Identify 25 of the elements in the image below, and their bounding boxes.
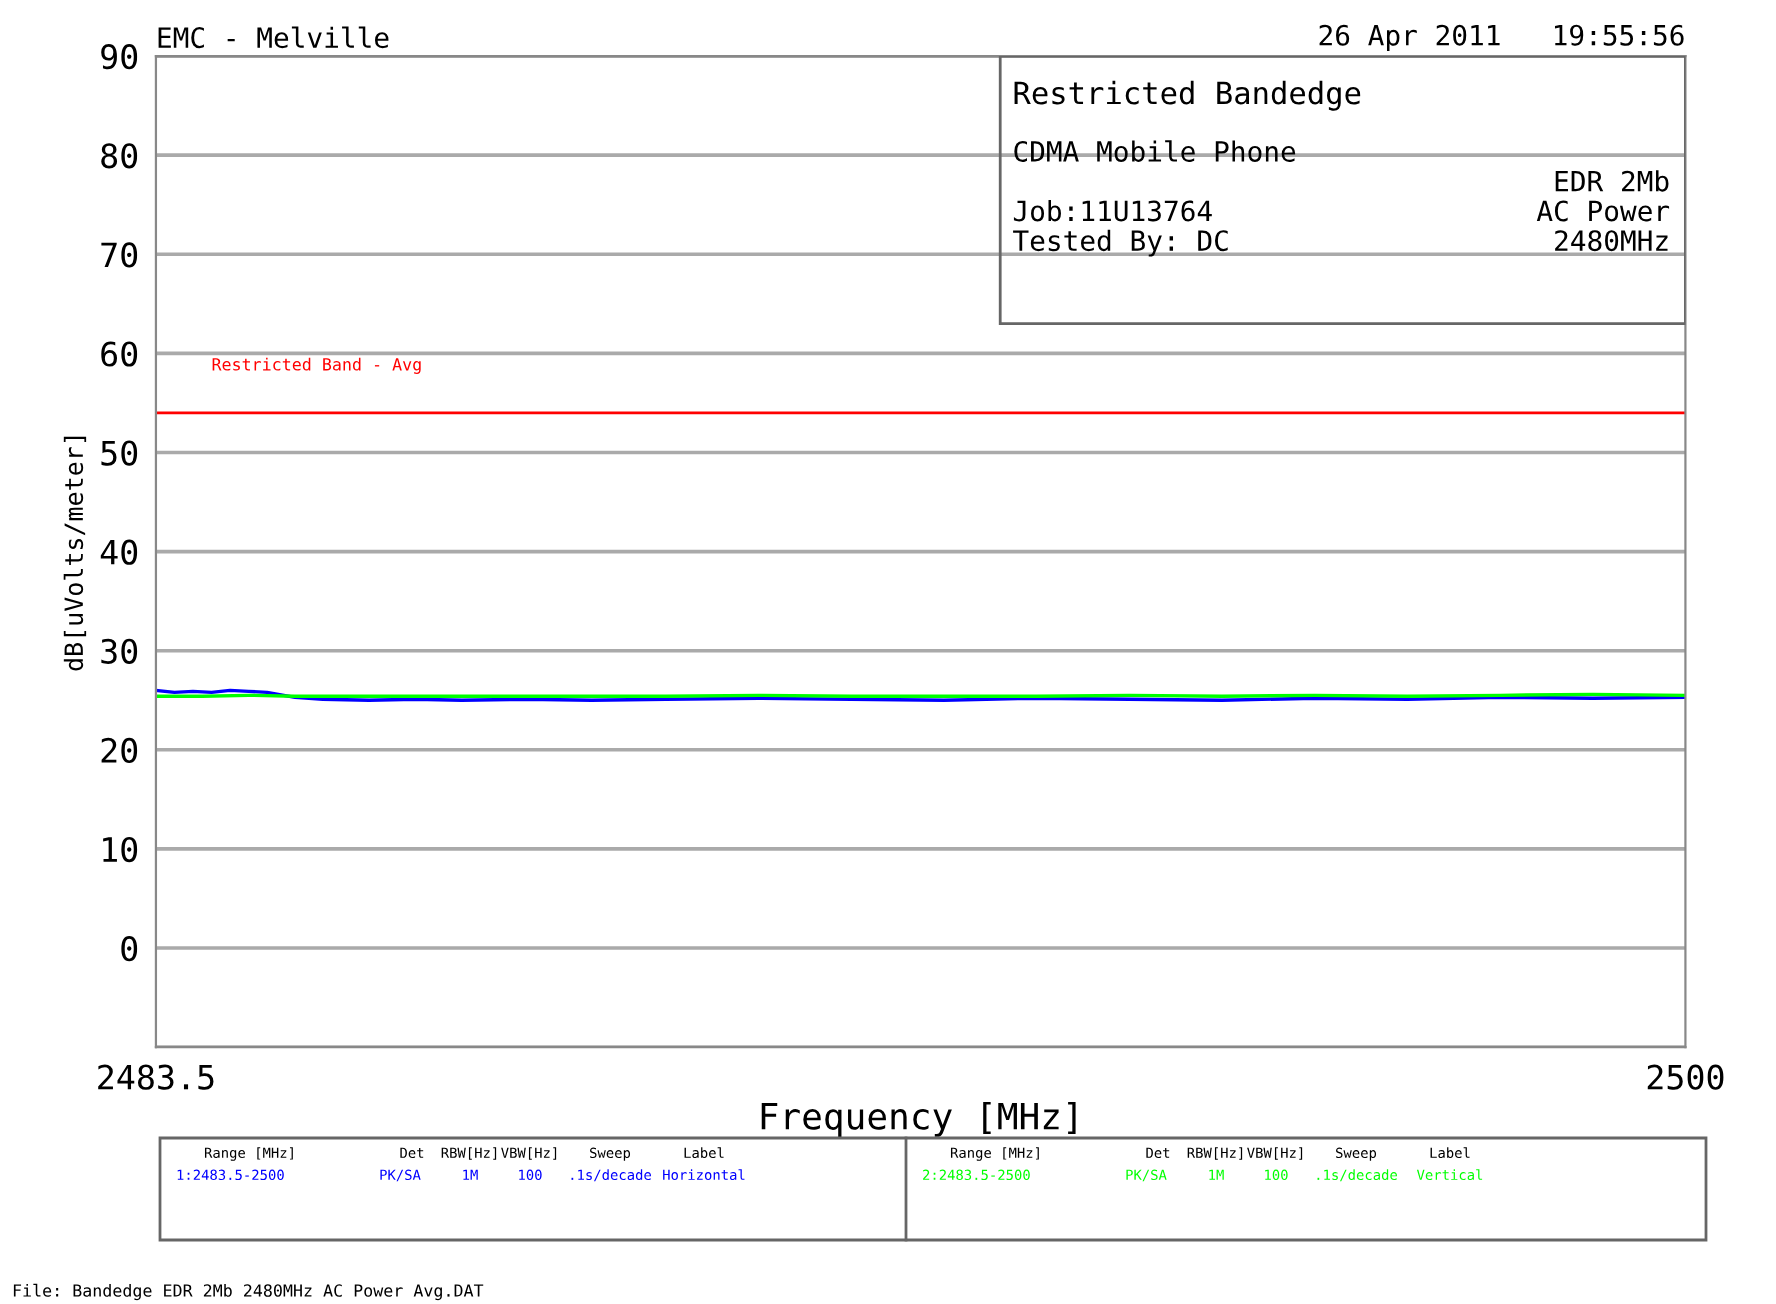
x-axis-title: Frequency [MHz] <box>761 1101 1076 1137</box>
y-tick-label: 40 <box>100 539 138 565</box>
y-tick-label: 80 <box>101 143 138 169</box>
y-tick-label: 30 <box>101 638 138 664</box>
text: File: Bandedge EDR 2Mb 2480MHz AC Power Avg.DAT <box>13 1283 484 1301</box>
y-tick-label: 90 <box>101 44 138 70</box>
annotation: Tested By: DC <box>1013 229 1228 257</box>
y-tick-label: 0 <box>121 936 138 962</box>
annotation: Job:11U13764 <box>1013 199 1212 222</box>
y-tick-label: 50 <box>101 440 138 466</box>
text: 26 Apr 2011 19:55:56 <box>1319 24 1684 52</box>
annotation: EDR 2Mb <box>1555 170 1669 192</box>
y-tick-label: 70 <box>101 242 138 268</box>
x-tick-label: 2483.5 <box>98 1064 214 1090</box>
y-axis-title: dB[uVolts/meter] <box>63 436 87 671</box>
ref-line-label: Restricted Band - Avg <box>212 357 421 374</box>
annotation: CDMA Mobile Phone <box>1014 140 1296 162</box>
annotation: Restricted Bandedge <box>1014 80 1361 111</box>
x-tick-label: 2500 <box>1647 1064 1724 1090</box>
annotation: AC Power <box>1536 200 1670 222</box>
chart-title: EMC - Melville <box>158 26 389 49</box>
annotation: 2480MHz <box>1555 230 1668 252</box>
y-tick-label: 10 <box>103 836 138 863</box>
y-tick-label: 60 <box>101 341 138 367</box>
y-tick-label: 20 <box>101 737 138 764</box>
